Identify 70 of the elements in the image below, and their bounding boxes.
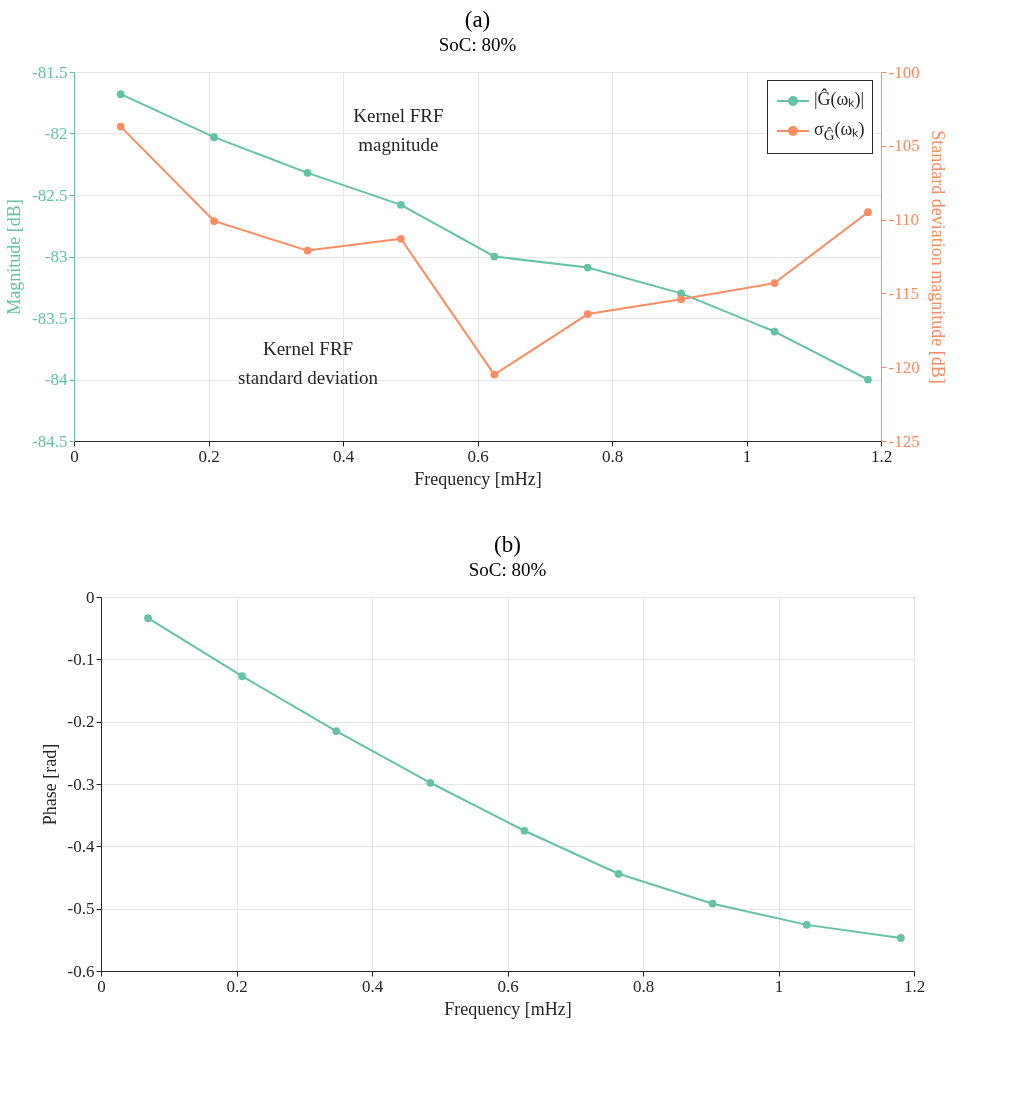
chart-title: (a)	[464, 7, 491, 32]
point	[896, 934, 905, 942]
y-tick-label: -0.6	[67, 961, 95, 981]
point	[303, 246, 312, 255]
x-tick-label: 0.4	[361, 976, 384, 996]
point	[490, 252, 499, 261]
point	[583, 310, 592, 318]
y-tick-label: -84.5	[32, 431, 68, 451]
y2-tick-label: -100	[888, 62, 920, 82]
y2-tick-label: -110	[888, 210, 920, 230]
point	[116, 122, 125, 131]
y2-tick-label: -105	[888, 136, 920, 156]
point	[210, 217, 218, 225]
x-tick-label: 0.6	[497, 976, 519, 996]
point	[490, 370, 499, 379]
y-axis-title: Magnitude [dB]	[4, 199, 25, 315]
legend-label: |Ĝ(ωₖ)|	[814, 89, 865, 109]
y-tick-label: -0.3	[67, 774, 95, 794]
x-tick-label: 0.6	[467, 446, 489, 466]
y-tick-label: 0	[86, 587, 95, 607]
y2-axis-title: Standard deviation magnitude [dB]	[927, 130, 948, 384]
point	[520, 826, 529, 835]
point	[116, 90, 125, 99]
y-tick-label: -83	[44, 247, 68, 266]
y-axis-title: Phase [rad]	[39, 743, 60, 826]
point	[864, 208, 872, 217]
point	[708, 899, 717, 908]
chart-subtitle: SoC: 80%	[438, 34, 517, 55]
point	[802, 921, 811, 929]
x-tick-label: 0.2	[198, 446, 220, 466]
x-tick-label: 0.4	[332, 446, 355, 466]
point	[238, 672, 246, 681]
point	[303, 168, 312, 177]
y-tick-label: -82	[44, 124, 68, 143]
x-tick-label: 1	[742, 446, 752, 466]
point	[397, 234, 405, 243]
x-tick-label: 0.2	[226, 976, 248, 996]
point	[583, 263, 592, 272]
point	[397, 200, 405, 209]
chart-subtitle: SoC: 80%	[468, 559, 547, 580]
x-tick-label: 0.8	[632, 976, 655, 996]
legend-label: σ$_{Ĝ}$(ωₖ)	[814, 119, 865, 143]
y-tick-label: -0.5	[67, 899, 95, 919]
y-tick-label: -0.2	[67, 712, 95, 732]
point	[614, 869, 623, 878]
y2-tick-label: -120	[888, 357, 920, 377]
y-tick-label: -82.5	[32, 185, 68, 205]
point	[864, 375, 872, 384]
point	[770, 327, 779, 336]
point	[210, 133, 218, 142]
annotation: Kernel FRF standard deviation	[238, 337, 379, 388]
annotation: Kernel FRF magnitude	[353, 105, 444, 156]
x-tick-label: 1	[774, 976, 784, 996]
point	[770, 279, 779, 287]
x-tick-label: 0.8	[601, 446, 624, 466]
y-tick-label: -0.1	[67, 649, 95, 669]
point	[677, 289, 686, 298]
y-tick-label: -81.5	[32, 62, 68, 82]
x-axis-title: Frequency [mHz]	[444, 998, 572, 1019]
chart-title: (b)	[494, 532, 521, 557]
y-tick-label: -84	[44, 370, 68, 389]
y2-tick-label: -115	[888, 283, 920, 303]
y-tick-label: -0.4	[67, 836, 95, 856]
point	[144, 614, 152, 623]
x-tick-label: 1.2	[903, 976, 926, 996]
x-axis-title: Frequency [mHz]	[414, 468, 542, 489]
y-tick-label: -83.5	[32, 308, 68, 328]
point	[426, 778, 435, 787]
point	[677, 295, 686, 304]
point	[332, 727, 341, 735]
